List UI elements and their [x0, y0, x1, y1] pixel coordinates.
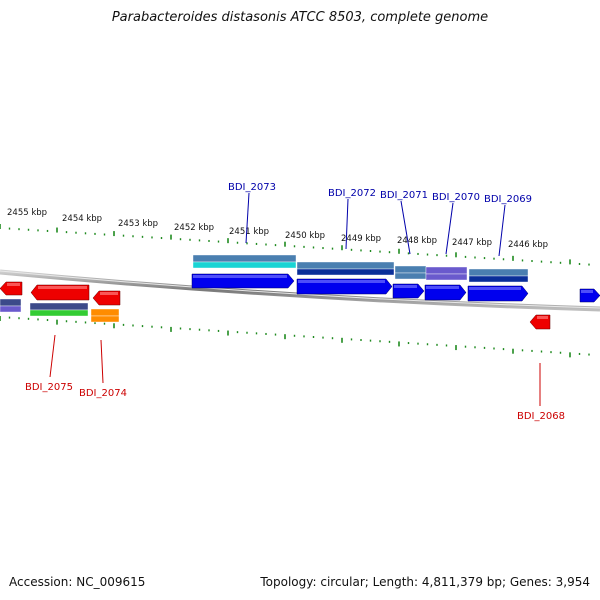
- cog-bar: [29, 302, 89, 311]
- accession-text: Accession: NC_009615: [9, 575, 146, 589]
- gene-label-forward[interactable]: BDI_2071: [380, 190, 428, 201]
- gene-label-leaders: [49, 192, 541, 406]
- cog-bar: [296, 261, 395, 270]
- gene-leader-line: [445, 202, 454, 255]
- cds-highlight: [7, 283, 20, 286]
- cog-bar: [468, 268, 529, 277]
- cds-highlight: [394, 285, 417, 288]
- gene-label-forward[interactable]: BDI_2069: [484, 194, 532, 205]
- forward-cds-arrows: [191, 273, 600, 303]
- gene-label-forward[interactable]: BDI_2070: [432, 192, 480, 203]
- cds-highlight: [537, 316, 548, 319]
- cog-bar: [192, 254, 297, 263]
- cog-bar: [0, 305, 22, 313]
- scale-label: 2450 kbp: [285, 231, 325, 241]
- topology-text: Topology: circular; Length: 4,811,379 bp…: [260, 575, 590, 589]
- reverse-cds-arrows: [0, 281, 551, 330]
- cds-highlight: [469, 287, 521, 290]
- gene-leader-line: [400, 200, 411, 255]
- cog-bar: [394, 272, 427, 280]
- cds-highlight: [100, 292, 118, 295]
- gene-leader-line: [245, 192, 250, 244]
- gene-label-reverse[interactable]: BDI_2075: [25, 382, 73, 393]
- gene-leader-line: [498, 204, 506, 257]
- cog-bar: [296, 268, 395, 276]
- gene-labels: BDI_2073 BDI_2072 BDI_2071 BDI_2070 BDI_2069…: [25, 182, 565, 422]
- gene-label-reverse[interactable]: BDI_2068: [517, 411, 565, 422]
- gene-label-forward[interactable]: BDI_2073: [228, 182, 276, 193]
- scale-label: 2454 kbp: [62, 214, 102, 224]
- scale-label: 2451 kbp: [229, 227, 269, 237]
- cog-bar: [0, 298, 22, 307]
- cog-bar: [394, 265, 427, 274]
- cog-bar: [192, 261, 297, 269]
- scale-label: 2447 kbp: [452, 238, 492, 248]
- scale-label: 2446 kbp: [508, 240, 548, 250]
- cog-bar: [468, 275, 529, 283]
- scale-label: 2452 kbp: [174, 223, 214, 233]
- cds-highlight: [426, 286, 459, 289]
- genome-backbone: [0, 269, 600, 312]
- cds-highlight: [298, 280, 385, 283]
- gene-leader-line: [345, 198, 349, 250]
- gene-label-forward[interactable]: BDI_2072: [328, 188, 376, 199]
- gene-label-reverse[interactable]: BDI_2074: [79, 388, 127, 399]
- scale-ticks-inner: [0, 316, 590, 358]
- gene-leader-line: [49, 334, 56, 378]
- scale-ticks-outer: [0, 224, 590, 266]
- scale-labels: 2455 kbp 2454 kbp 2453 kbp 2452 kbp 2451 kbp…: [7, 208, 548, 250]
- reverse-cog-bars: [0, 298, 120, 323]
- scale-label: 2455 kbp: [7, 208, 47, 218]
- cds-highlight: [38, 286, 87, 289]
- scale-label: 2453 kbp: [118, 219, 158, 229]
- scale-label: 2449 kbp: [341, 234, 381, 244]
- map-title: Parabacteroides distasonis ATCC 8503, co…: [111, 10, 489, 25]
- cog-bar: [90, 315, 120, 323]
- cog-bar: [425, 273, 468, 281]
- cog-bar: [90, 308, 120, 317]
- gene-leader-line: [100, 339, 104, 384]
- scale-label: 2448 kbp: [397, 236, 437, 246]
- cds-highlight: [581, 290, 593, 293]
- cog-bar: [425, 266, 468, 275]
- forward-cog-bars: [192, 254, 529, 283]
- cds-highlight: [193, 275, 287, 278]
- cog-bar: [29, 309, 89, 317]
